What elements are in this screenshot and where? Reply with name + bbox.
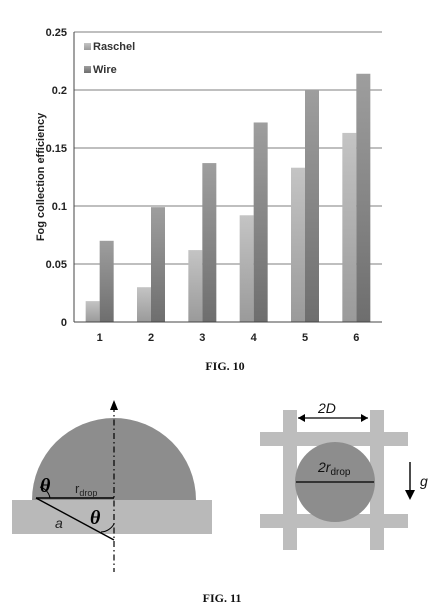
x-tick-labels: 1 2 3 4 5 6 [97, 332, 360, 344]
a-label: a [55, 515, 63, 531]
theta-label-left: θ [40, 475, 51, 497]
spacing-label: 2D [317, 400, 336, 416]
a-line [35, 497, 115, 541]
y-axis-label: Fog collection efficiency [35, 112, 47, 241]
bar-raschel-5 [291, 167, 305, 322]
bar-raschel-2 [137, 287, 151, 322]
bar-wire-6 [356, 73, 371, 322]
mesh-wire-right [370, 410, 384, 550]
spacing-arrow-right-icon [361, 414, 368, 422]
theta-arc-right [100, 523, 115, 533]
drop-contact-diagram: θ θ rdrop a [12, 400, 212, 572]
gridlines [74, 31, 382, 265]
x-tick-label: 1 [97, 332, 103, 344]
y-tick-label: 0.05 [46, 259, 67, 271]
diameter-label: 2rdrop [317, 459, 351, 478]
theta-arc-left [39, 486, 51, 499]
y-tick-label: 0.15 [46, 143, 67, 155]
gravity-label: g [420, 473, 428, 489]
x-tick-label: 4 [251, 332, 258, 344]
diameter-main: 2r [317, 459, 332, 475]
legend-swatch-wire [84, 66, 91, 73]
theta-label-right: θ [90, 507, 101, 529]
bar-chart: 0 0.05 0.1 0.15 0.2 0.25 1 2 3 4 5 6 Fog collectio… [35, 27, 382, 373]
gravity-arrow-icon [405, 490, 415, 500]
bar-wire-2 [151, 207, 165, 322]
y-tick-labels: 0 0.05 0.1 0.15 0.2 0.25 [46, 27, 67, 329]
spacing-arrow-left-icon [298, 414, 305, 422]
bar-raschel-3 [188, 250, 203, 322]
mesh-diagram: 2D 2rdrop g [260, 400, 428, 550]
fig11-caption: FIG. 11 [203, 591, 242, 605]
x-tick-label: 2 [148, 332, 154, 344]
bar-wire-4 [253, 122, 268, 322]
y-tick-label: 0 [61, 317, 67, 329]
r-drop-main: r [75, 481, 80, 496]
bar-raschel-6 [342, 132, 357, 322]
x-tick-label: 5 [302, 332, 308, 344]
bar-raschel-1 [85, 301, 100, 322]
y-tick-label: 0.1 [52, 201, 67, 213]
r-drop-sub: drop [79, 488, 97, 498]
fig10-caption: FIG. 10 [205, 359, 244, 373]
bar-wire-3 [202, 163, 217, 322]
x-tick-label: 6 [353, 332, 359, 344]
bars [85, 73, 371, 322]
legend-label-raschel: Raschel [93, 41, 135, 53]
substrate-block [12, 500, 212, 534]
legend: Raschel Wire [84, 41, 135, 76]
y-tick-label: 0.2 [52, 85, 67, 97]
x-tick-label: 3 [199, 332, 205, 344]
mesh-wire-left [283, 410, 297, 550]
diameter-sub: drop [330, 467, 350, 478]
axis-arrow-icon [110, 400, 118, 410]
drop-cap [32, 418, 196, 500]
legend-label-wire: Wire [93, 64, 117, 76]
legend-swatch-raschel [84, 43, 91, 50]
r-drop-label: rdrop [75, 481, 97, 498]
y-tick-label: 0.25 [46, 27, 67, 39]
bar-wire-5 [305, 90, 319, 322]
bar-raschel-4 [239, 215, 254, 322]
bar-wire-1 [99, 240, 114, 322]
